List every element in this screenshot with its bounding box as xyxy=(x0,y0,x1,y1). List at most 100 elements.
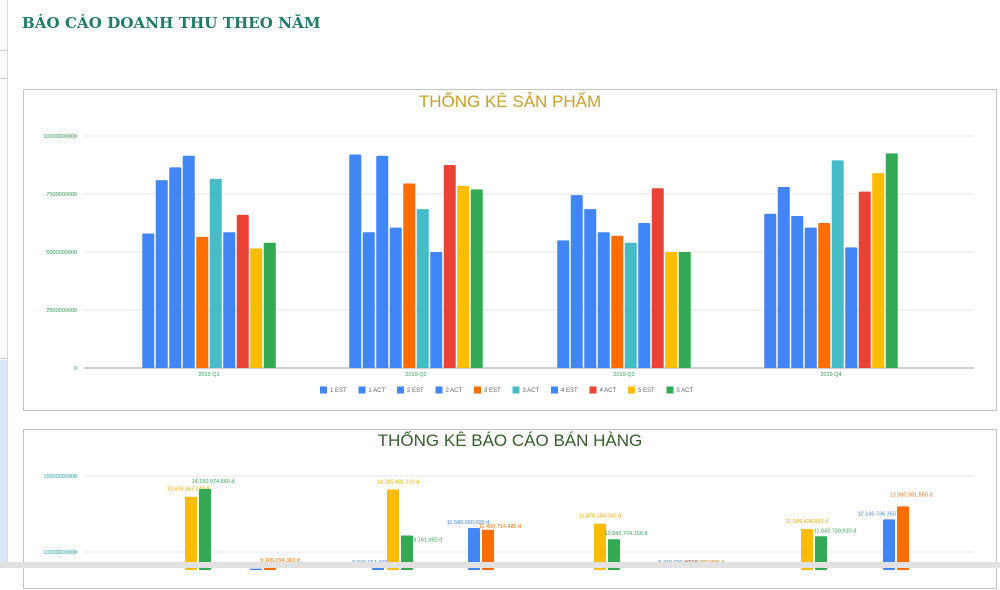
product-stats-chart[interactable]: THỐNG KÊ SẢN PHẨM 0 2500000000 5000000000 7… xyxy=(23,89,997,411)
bar[interactable] xyxy=(611,235,624,368)
x-tick-label: 2019 Q2 xyxy=(405,372,426,378)
x-tick-label: 2019 Q1 xyxy=(198,372,219,378)
bar[interactable] xyxy=(389,227,402,368)
bar[interactable] xyxy=(883,519,895,570)
bar[interactable] xyxy=(885,153,898,368)
bar[interactable] xyxy=(624,242,637,368)
data-label: 11.580.000.000 đ xyxy=(447,520,490,526)
x-tick-label: 2019 Q3 xyxy=(613,372,634,378)
bar[interactable] xyxy=(791,216,804,368)
bar[interactable] xyxy=(818,223,831,368)
legend-swatch-icon xyxy=(589,386,597,394)
bar[interactable] xyxy=(597,232,610,368)
bar[interactable] xyxy=(584,209,597,368)
y-tick-label: 5000000000 xyxy=(46,250,77,256)
bar[interactable] xyxy=(209,178,222,368)
bar[interactable] xyxy=(831,160,844,368)
bar[interactable] xyxy=(263,242,276,368)
legend-swatch-icon xyxy=(435,386,443,394)
chart-title: THỐNG KÊ BÁO CÁO BÁN HÀNG xyxy=(377,431,643,450)
data-label: 12.145.736.350 đ xyxy=(858,511,902,517)
legend-item[interactable]: 2 ACT xyxy=(446,388,463,394)
bar[interactable] xyxy=(443,165,456,368)
bar[interactable] xyxy=(362,232,375,368)
bar[interactable] xyxy=(376,155,389,368)
data-label: 11.509.426.830 đ xyxy=(786,519,829,525)
row-gutter xyxy=(0,0,8,568)
page-title: BÁO CÁO DOANH THU THEO NĂM xyxy=(22,14,321,32)
bar[interactable] xyxy=(387,489,399,570)
bar[interactable] xyxy=(872,173,885,368)
bar[interactable] xyxy=(155,180,168,368)
gutter-selection xyxy=(0,360,7,568)
legend-swatch-icon xyxy=(512,386,520,394)
y-tick-label: 2500000000 xyxy=(46,308,77,314)
legend-swatch-icon xyxy=(666,386,674,394)
bar[interactable] xyxy=(169,167,182,368)
legend-item[interactable]: 4 EST xyxy=(561,388,578,394)
bar[interactable] xyxy=(858,191,871,368)
data-label: 11.032.739.920 đ xyxy=(814,528,857,534)
bar[interactable] xyxy=(250,248,263,368)
legend: 1 EST 1 ACT 2 EST 2 ACT 3 EST 3 ACT 4 EST 4 ACT… xyxy=(320,386,694,394)
horizontal-scrollbar[interactable] xyxy=(0,562,1000,568)
bar[interactable] xyxy=(250,568,262,570)
bar[interactable] xyxy=(236,214,249,368)
bar[interactable] xyxy=(468,527,480,570)
legend-item[interactable]: 4 ACT xyxy=(600,388,617,394)
bar[interactable] xyxy=(815,536,827,570)
legend-item[interactable]: 2 EST xyxy=(407,388,424,394)
bar[interactable] xyxy=(777,187,790,368)
y-tick-label: 10000000000 xyxy=(43,134,77,140)
data-label: 13.000.991.550 đ xyxy=(890,492,934,498)
gutter-divider xyxy=(0,78,7,79)
legend-item[interactable]: 5 ACT xyxy=(677,388,694,394)
legend-item[interactable]: 3 EST xyxy=(484,388,501,394)
data-label: 13.638.367.240 đ xyxy=(167,487,211,493)
bar[interactable] xyxy=(142,233,155,368)
legend-swatch-icon xyxy=(397,386,404,394)
bar[interactable] xyxy=(430,252,443,368)
y-tick-label: 15000000000 xyxy=(43,474,77,480)
data-label: 11.089.161.960 đ xyxy=(400,537,443,543)
bar[interactable] xyxy=(594,523,606,570)
x-tick-label: 2019 Q4 xyxy=(820,372,841,378)
chart-title: THỐNG KÊ SẢN PHẨM xyxy=(418,92,602,111)
bar[interactable] xyxy=(182,155,195,368)
data-label: 10.842.774.150 đ xyxy=(605,531,649,537)
bar[interactable] xyxy=(196,236,209,368)
bar[interactable] xyxy=(199,488,211,570)
bar[interactable] xyxy=(416,209,429,368)
bar[interactable] xyxy=(482,529,494,570)
y-tick-label: 7500000000 xyxy=(46,192,77,198)
gutter-divider xyxy=(0,50,7,51)
bar[interactable] xyxy=(470,189,483,368)
legend-item[interactable]: 3 ACT xyxy=(523,388,540,394)
bar[interactable] xyxy=(570,195,583,368)
bar[interactable] xyxy=(223,232,236,368)
bar[interactable] xyxy=(678,252,691,368)
bar[interactable] xyxy=(557,240,570,368)
bar[interactable] xyxy=(804,227,817,368)
bar[interactable] xyxy=(897,506,909,570)
y-tick-label: 0 xyxy=(74,366,77,372)
bar[interactable] xyxy=(185,496,197,570)
bar[interactable] xyxy=(651,188,664,368)
legend-swatch-icon xyxy=(551,386,558,394)
data-label: 14.150.974.860 đ xyxy=(192,479,236,485)
bar[interactable] xyxy=(401,535,413,570)
bar[interactable] xyxy=(403,183,416,368)
legend-item[interactable]: 1 ACT xyxy=(369,388,386,394)
bar[interactable] xyxy=(457,185,470,368)
data-label: 9.105.094.310 đ xyxy=(260,558,301,564)
legend-item[interactable]: 1 EST xyxy=(330,388,347,394)
bar[interactable] xyxy=(349,154,362,368)
bar[interactable] xyxy=(764,213,777,368)
product-stats-plot: 0 2500000000 5000000000 7500000000 100000000… xyxy=(43,134,974,394)
bar[interactable] xyxy=(845,247,858,368)
bar[interactable] xyxy=(665,252,678,368)
bar[interactable] xyxy=(801,529,813,570)
legend-item[interactable]: 5 EST xyxy=(638,388,655,394)
bar[interactable] xyxy=(638,223,651,368)
legend-swatch-icon xyxy=(358,386,366,394)
